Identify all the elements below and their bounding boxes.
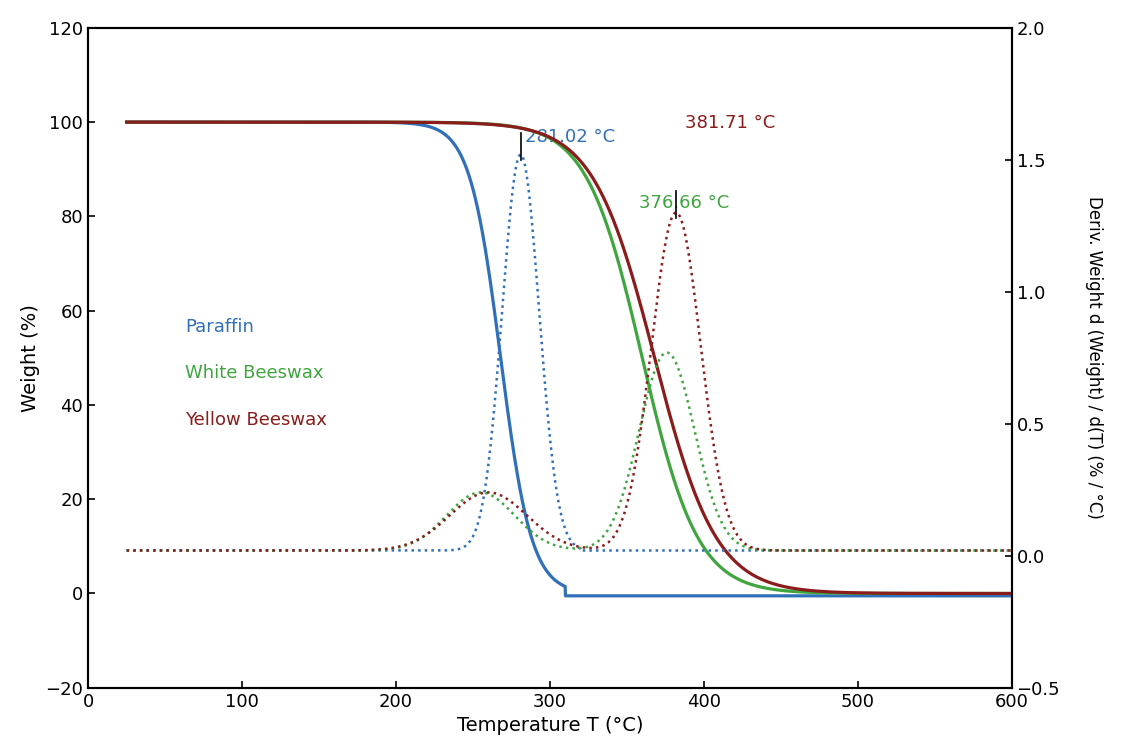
Y-axis label: Deriv. Weight d (Weight) / d(T) (% / °C): Deriv. Weight d (Weight) / d(T) (% / °C): [1085, 197, 1103, 519]
Text: 376.66 °C: 376.66 °C: [640, 194, 729, 212]
Text: 281.02 °C: 281.02 °C: [525, 128, 616, 146]
Text: Paraffin: Paraffin: [185, 318, 254, 336]
Text: White Beeswax: White Beeswax: [185, 364, 324, 383]
Text: 381.71 °C: 381.71 °C: [686, 113, 776, 132]
Y-axis label: Weight (%): Weight (%): [21, 304, 39, 412]
X-axis label: Temperature Τ (°C): Temperature Τ (°C): [456, 716, 643, 735]
Text: Yellow Beeswax: Yellow Beeswax: [185, 411, 327, 429]
